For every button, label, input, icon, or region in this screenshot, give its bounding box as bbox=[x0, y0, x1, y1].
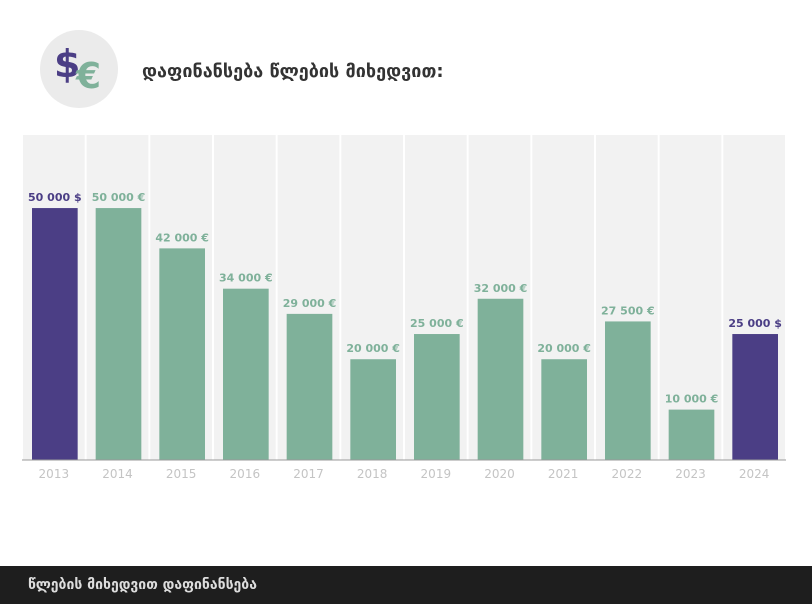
dollar-euro-icon: $ € bbox=[40, 30, 118, 108]
data-label: 50 000 € bbox=[92, 191, 146, 204]
x-tick-label: 2018 bbox=[357, 467, 388, 481]
funding-bar-chart: 50 000 $ 2013 50 000 € 2014 42 000 € 2015 34 0… bbox=[22, 135, 786, 481]
data-label: 27 500 € bbox=[601, 304, 655, 317]
bar-2013 bbox=[32, 208, 78, 460]
x-tick-label: 2019 bbox=[421, 467, 452, 481]
x-tick-label: 2022 bbox=[612, 467, 643, 481]
bar-2022 bbox=[605, 321, 651, 460]
data-label: 20 000 € bbox=[346, 342, 400, 355]
x-tick-label: 2016 bbox=[230, 467, 261, 481]
x-tick-label: 2013 bbox=[39, 467, 70, 481]
x-tick-label: 2024 bbox=[739, 467, 770, 481]
column-background bbox=[659, 135, 722, 460]
x-tick-label: 2014 bbox=[102, 467, 133, 481]
bar-2019 bbox=[414, 334, 460, 460]
data-label: 32 000 € bbox=[474, 282, 528, 295]
x-tick-label: 2021 bbox=[548, 467, 579, 481]
bar-2016 bbox=[223, 288, 269, 460]
bar-2018 bbox=[350, 359, 396, 460]
data-label: 50 000 $ bbox=[28, 191, 82, 204]
bar-2020 bbox=[477, 298, 524, 460]
bar-2023 bbox=[668, 409, 715, 460]
data-label: 25 000 € bbox=[410, 317, 464, 330]
data-label: 29 000 € bbox=[283, 297, 337, 310]
bar-2024 bbox=[732, 334, 778, 460]
caption-bar: წლების მიხედვით დაფინანსება bbox=[0, 566, 812, 604]
x-tick-label: 2015 bbox=[166, 467, 197, 481]
data-label: 10 000 € bbox=[665, 393, 719, 406]
data-label: 34 000 € bbox=[219, 272, 273, 285]
data-label: 25 000 $ bbox=[728, 317, 782, 330]
x-tick-label: 2023 bbox=[675, 467, 706, 481]
x-tick-label: 2017 bbox=[293, 467, 324, 481]
x-tick-label: 2020 bbox=[484, 467, 515, 481]
bar-2015 bbox=[159, 248, 205, 460]
bar-2021 bbox=[541, 359, 587, 460]
page-title: დაფინანსება წლების მიხედვით: bbox=[142, 61, 444, 82]
bar-2014 bbox=[95, 208, 142, 460]
bar-2017 bbox=[286, 313, 333, 460]
caption: წლების მიხედვით დაფინანსება bbox=[28, 577, 257, 593]
data-label: 42 000 € bbox=[155, 231, 209, 244]
data-label: 20 000 € bbox=[537, 342, 591, 355]
